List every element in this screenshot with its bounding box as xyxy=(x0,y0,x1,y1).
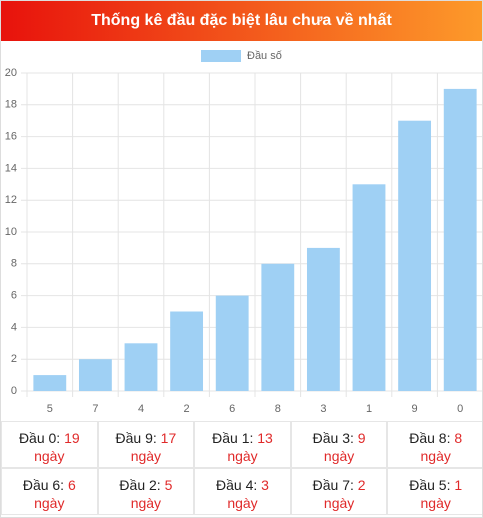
cell-unit: ngày xyxy=(34,448,65,464)
cell-unit: ngày xyxy=(227,448,258,464)
cell-value: 6 xyxy=(67,477,76,493)
bar xyxy=(261,263,295,391)
bar xyxy=(443,88,477,392)
bar xyxy=(124,343,158,391)
bar xyxy=(215,295,249,391)
cell-unit: ngày xyxy=(34,495,65,511)
stat-cell: Đầu 6: 6 ngày xyxy=(1,468,98,515)
cell-value: 17 xyxy=(160,430,177,446)
y-tick-label: 6 xyxy=(11,290,17,302)
x-tick-label: 4 xyxy=(138,403,144,415)
x-tick-label: 2 xyxy=(184,403,190,415)
stat-cell: Đầu 3: 9 ngày xyxy=(290,421,388,468)
stat-cell: Đầu 5: 1 ngày xyxy=(387,468,482,515)
cell-value: 13 xyxy=(257,430,273,446)
x-tick-label: 6 xyxy=(229,403,235,415)
cell-value: 19 xyxy=(64,430,80,446)
header-title: Thống kê đầu đặc biệt lâu chưa về nhất xyxy=(1,1,482,41)
cell-value: 9 xyxy=(357,430,366,446)
cell-label: Đầu 1: xyxy=(212,430,254,446)
y-tick-label: 4 xyxy=(11,321,17,333)
cell-value: 3 xyxy=(261,477,269,493)
x-tick-label: 0 xyxy=(457,403,463,415)
bar xyxy=(170,311,204,391)
y-tick-label: 18 xyxy=(5,99,17,111)
cell-unit: ngày xyxy=(420,448,451,464)
cell-label: Đầu 3: xyxy=(312,430,354,446)
cell-label: Đầu 4: xyxy=(216,477,258,493)
stats-table: Đầu 0: 19 ngày Đầu 9: 17 ngày Đầu 1: 13 ngày Đ… xyxy=(1,421,482,515)
cell-label: Đầu 8: xyxy=(409,430,451,446)
y-tick-label: 20 xyxy=(5,67,17,79)
cell-value: 5 xyxy=(164,477,173,493)
cell-label: Đầu 2: xyxy=(119,477,161,493)
x-tick-label: 1 xyxy=(366,403,372,415)
cell-unit: ngày xyxy=(130,495,162,511)
legend-swatch xyxy=(201,50,241,62)
stat-cell: Đầu 2: 5 ngày xyxy=(97,468,195,515)
stat-cell: Đầu 4: 3 ngày xyxy=(194,468,291,515)
bar xyxy=(398,120,432,391)
stat-cell: Đầu 9: 17 ngày xyxy=(97,421,195,468)
legend-label: Đầu số xyxy=(247,50,282,62)
chart: Đầu số 0 2 4 6 8 10 12 14 16 18 20 5 7 4 2 6 8 3 1 9 0 xyxy=(5,50,482,415)
x-tick-label: 5 xyxy=(47,403,53,415)
bar xyxy=(33,375,67,391)
x-tick-label: 7 xyxy=(92,403,98,415)
y-tick-label: 12 xyxy=(5,194,17,206)
cell-value: 8 xyxy=(454,430,463,446)
bar xyxy=(306,247,340,391)
stat-cell: Đầu 1: 13 ngày xyxy=(194,421,291,468)
y-tick-label: 0 xyxy=(11,385,17,397)
bar xyxy=(352,184,386,391)
cell-value: 1 xyxy=(454,477,463,493)
stat-cell: Đầu 7: 2 ngày xyxy=(290,468,388,515)
cell-unit: ngày xyxy=(227,495,258,511)
cell-unit: ngày xyxy=(323,448,355,464)
stat-cell: Đầu 0: 19 ngày xyxy=(1,421,98,468)
y-tick-label: 16 xyxy=(5,131,17,143)
cell-label: Đầu 0: xyxy=(18,430,61,446)
y-tick-label: 14 xyxy=(5,162,17,174)
y-tick-label: 8 xyxy=(11,258,17,270)
cell-label: Đầu 9: xyxy=(115,430,157,446)
cell-unit: ngày xyxy=(323,495,355,511)
stat-cell: Đầu 8: 8 ngày xyxy=(387,421,482,468)
bar xyxy=(78,359,112,391)
cell-label: Đầu 7: xyxy=(312,477,354,493)
cell-unit: ngày xyxy=(130,448,162,464)
x-tick-label: 3 xyxy=(320,403,326,415)
y-tick-label: 2 xyxy=(11,353,17,365)
cell-label: Đầu 5: xyxy=(409,477,451,493)
y-tick-label: 10 xyxy=(5,226,17,238)
x-tick-label: 9 xyxy=(412,403,418,415)
cell-label: Đầu 6: xyxy=(22,477,65,493)
x-tick-label: 8 xyxy=(275,403,281,415)
cell-unit: ngày xyxy=(420,495,451,511)
cell-value: 2 xyxy=(357,477,366,493)
